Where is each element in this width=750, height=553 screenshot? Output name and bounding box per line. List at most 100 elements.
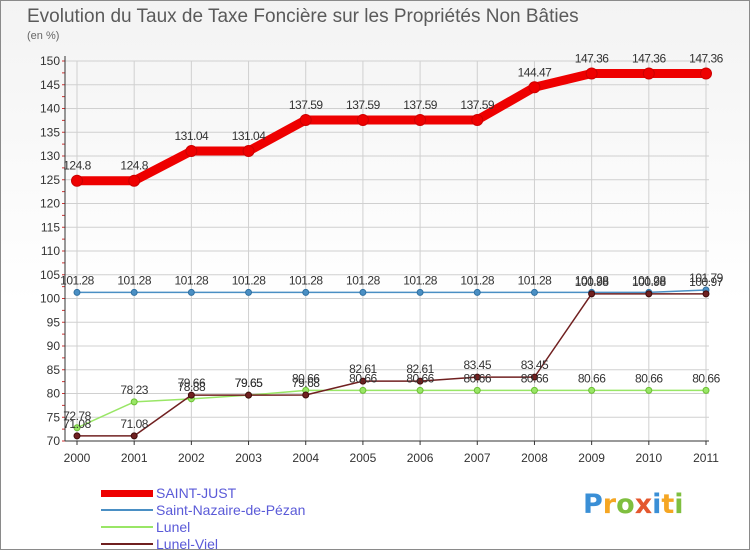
data-label-saint-nazaire-de-pezan-2009: 101.28 [575, 273, 610, 287]
data-label-saint-just-2006: 137.59 [403, 98, 438, 112]
data-point-lunel-viel-2011 [702, 290, 710, 298]
data-point-lunel-viel-2001 [130, 432, 138, 440]
data-point-saint-nazaire-de-pezan-2001 [130, 288, 138, 296]
data-point-saint-nazaire-de-pezan-2004 [302, 288, 310, 296]
data-point-lunel-viel-2005 [359, 377, 367, 385]
data-label-lunel-2001: 78.23 [120, 383, 148, 397]
data-point-lunel-2001 [130, 398, 138, 406]
data-label-lunel-2008: 80.66 [521, 371, 549, 385]
data-label-saint-nazaire-de-pezan-2004: 101.28 [289, 273, 324, 287]
data-label-lunel-viel-2010: 100.98 [632, 275, 667, 289]
data-label-lunel-viel-2007: 83.45 [464, 358, 492, 372]
x-tick-label-2009: 2009 [578, 451, 605, 465]
y-tick-label-125: 125 [40, 173, 60, 187]
data-point-lunel-2009 [588, 386, 596, 394]
x-tick-label-2010: 2010 [635, 451, 662, 465]
y-tick-label-80: 80 [47, 387, 61, 401]
data-label-lunel-2004: 80.66 [292, 371, 320, 385]
series-line-lunel [76, 389, 707, 429]
data-label-lunel-2009: 80.66 [578, 371, 606, 385]
data-label-saint-nazaire-de-pezan-2003: 101.28 [232, 273, 267, 287]
data-label-saint-nazaire-de-pezan-2001: 101.28 [117, 273, 152, 287]
legend-label-saint-just: SAINT-JUST [156, 485, 237, 501]
data-label-lunel-viel-2008: 83.45 [521, 358, 549, 372]
data-point-lunel-viel-2003 [245, 391, 253, 399]
data-label-lunel-2002: 78.88 [178, 380, 206, 394]
data-point-lunel-viel-2010 [645, 290, 653, 298]
y-tick-label-90: 90 [47, 339, 61, 353]
data-label-saint-just-2003: 131.04 [232, 129, 267, 143]
data-label-lunel-2003: 79.65 [235, 376, 263, 390]
data-point-saint-just-2002 [185, 145, 198, 158]
logo-letter: P [583, 489, 603, 520]
legend-label-lunel-viel: Lunel-Viel [156, 536, 219, 552]
data-label-saint-nazaire-de-pezan-2007: 101.28 [460, 273, 495, 287]
y-tick-label-105: 105 [40, 268, 60, 282]
x-tick-label-2008: 2008 [521, 451, 548, 465]
data-label-saint-nazaire-de-pezan-2008: 101.28 [518, 273, 553, 287]
data-point-saint-nazaire-de-pezan-2007 [473, 288, 481, 296]
data-label-lunel-2011: 80.66 [692, 371, 720, 385]
data-point-saint-just-2010 [642, 67, 655, 80]
data-point-saint-just-2003 [242, 145, 255, 158]
x-tick-label-2006: 2006 [407, 451, 434, 465]
data-label-lunel-viel-2000: 71.08 [63, 417, 91, 431]
data-label-lunel-viel-2009: 100.98 [575, 275, 610, 289]
data-point-lunel-viel-2004 [302, 391, 310, 399]
data-label-saint-nazaire-de-pezan-2005: 101.28 [346, 273, 381, 287]
data-point-lunel-2008 [530, 386, 538, 394]
data-point-lunel-viel-2007 [473, 373, 481, 381]
data-label-saint-just-2009: 147.36 [575, 52, 610, 66]
data-point-saint-nazaire-de-pezan-2006 [416, 288, 424, 296]
data-point-lunel-2000 [73, 424, 81, 432]
data-point-saint-nazaire-de-pezan-2005 [359, 288, 367, 296]
data-point-lunel-2005 [359, 386, 367, 394]
data-point-saint-just-2005 [356, 113, 369, 126]
y-tick-label-115: 115 [41, 220, 60, 234]
x-tick-label-2011: 2011 [693, 451, 719, 465]
data-label-saint-nazaire-de-pezan-2011: 101.79 [689, 271, 724, 285]
data-label-saint-nazaire-de-pezan-2006: 101.28 [403, 273, 438, 287]
data-point-lunel-viel-2002 [187, 391, 195, 399]
data-label-lunel-2006: 80.66 [406, 371, 434, 385]
data-point-saint-just-2008 [528, 81, 541, 94]
data-point-saint-just-2004 [299, 113, 312, 126]
data-label-lunel-viel-2003: 79.65 [235, 376, 263, 390]
data-label-saint-just-2011: 147.36 [689, 52, 724, 66]
y-tick-label-100: 100 [40, 292, 60, 306]
chart-unit-label: (en %) [27, 30, 60, 42]
data-point-saint-just-2001 [128, 174, 141, 187]
logo-letter: o [616, 489, 635, 520]
data-label-saint-just-2004: 137.59 [289, 98, 324, 112]
data-label-lunel-2000: 72.78 [63, 409, 91, 423]
logo-letter: x [634, 489, 653, 520]
logo-letter: i [674, 489, 684, 520]
chart-title: Evolution du Taux de Taxe Foncière sur l… [27, 6, 579, 27]
x-tick-label-2002: 2002 [178, 451, 205, 465]
legend-swatch-lunel [101, 526, 153, 528]
series-line-saint-nazaire-de-pezan [76, 289, 707, 294]
logo-letter: i [652, 489, 662, 520]
data-label-lunel-viel-2004: 79.68 [292, 376, 320, 390]
data-point-saint-nazaire-de-pezan-2002 [187, 288, 195, 296]
logo-letter: r [602, 489, 617, 520]
data-label-lunel-viel-2001: 71.08 [120, 417, 148, 431]
x-tick-label-2001: 2001 [121, 451, 148, 465]
data-label-lunel-2005: 80.66 [349, 371, 377, 385]
data-point-saint-just-2000 [71, 174, 83, 187]
data-point-saint-nazaire-de-pezan-2000 [73, 288, 81, 296]
y-tick-label-95: 95 [47, 315, 61, 329]
y-tick-label-85: 85 [47, 363, 61, 377]
y-tick-label-75: 75 [47, 410, 61, 424]
proxiti-logo: Proxiti [583, 489, 684, 520]
data-label-saint-nazaire-de-pezan-2002: 101.28 [175, 273, 210, 287]
legend-swatch-saint-just [101, 489, 153, 497]
data-point-lunel-2011 [702, 386, 710, 394]
y-tick-label-140: 140 [40, 102, 60, 116]
data-point-lunel-2007 [473, 386, 481, 394]
data-label-lunel-2010: 80.66 [635, 371, 663, 385]
data-point-lunel-viel-2008 [530, 373, 538, 381]
data-point-lunel-2010 [645, 386, 653, 394]
data-label-saint-just-2008: 144.47 [518, 65, 553, 79]
